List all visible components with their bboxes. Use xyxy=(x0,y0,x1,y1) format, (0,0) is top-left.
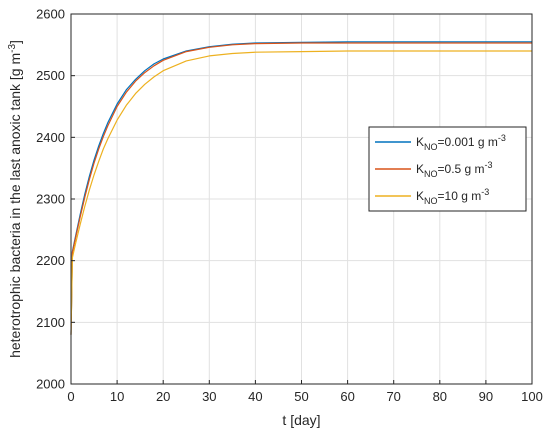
x-tick-label: 90 xyxy=(479,389,493,404)
series-layer xyxy=(70,41,532,335)
legend-entry-1: KNO=0.001 g m-3 xyxy=(416,133,506,152)
y-tick-label: 2100 xyxy=(36,315,65,330)
y-axis-label: heterotrophic bacteria in the last anoxi… xyxy=(7,40,23,358)
x-tick-label: 100 xyxy=(521,389,543,404)
x-tick-label: 80 xyxy=(433,389,447,404)
y-tick-label: 2400 xyxy=(36,130,65,145)
ticks: 0 10 20 30 40 50 60 70 80 90 100 2000 2100 2200 2300 24… xyxy=(36,7,543,405)
x-axis-label: t [day] xyxy=(282,412,320,428)
legend-entry-2: KNO=0.5 g m-3 xyxy=(416,160,493,179)
series-line-2 xyxy=(70,42,532,335)
y-tick-label: 2000 xyxy=(36,377,65,392)
y-tick-label: 2600 xyxy=(36,7,65,22)
legend: KNO=0.001 g m-3 KNO=0.5 g m-3 KNO=10 g m-3 xyxy=(368,126,527,212)
x-tick-label: 10 xyxy=(110,389,124,404)
y-tick-label: 2200 xyxy=(36,253,65,268)
y-tick-label: 2500 xyxy=(36,68,65,83)
x-tick-label: 50 xyxy=(294,389,308,404)
x-tick-label: 30 xyxy=(202,389,216,404)
series-line-3 xyxy=(70,50,532,335)
x-tick-label: 60 xyxy=(340,389,354,404)
legend-entry-3: KNO=10 g m-3 xyxy=(416,187,489,206)
series-line-1 xyxy=(70,41,532,335)
x-tick-label: 40 xyxy=(248,389,262,404)
x-tick-label: 0 xyxy=(67,389,74,404)
x-tick-label: 20 xyxy=(156,389,170,404)
y-tick-label: 2300 xyxy=(36,192,65,207)
x-tick-label: 70 xyxy=(386,389,400,404)
